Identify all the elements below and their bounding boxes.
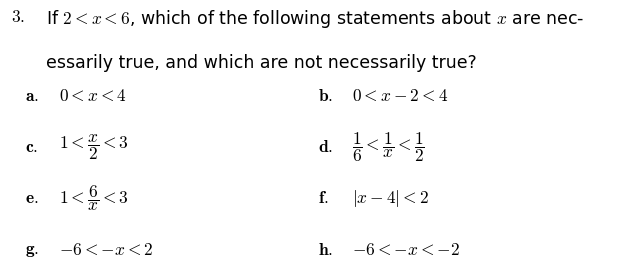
Text: $0 < x - 2 < 4$: $0 < x - 2 < 4$ (352, 87, 448, 105)
Text: $0 < x < 4$: $0 < x < 4$ (59, 87, 126, 105)
Text: If $2 < x < 6$, which of the following statements about $x$ are nec-: If $2 < x < 6$, which of the following s… (46, 8, 584, 30)
Text: $\mathbf{a.\!}$: $\mathbf{a.\!}$ (25, 87, 39, 105)
Text: $\mathbf{c.\!}$: $\mathbf{c.\!}$ (25, 138, 39, 156)
Text: $\mathbf{f.\!}$: $\mathbf{f.\!}$ (318, 190, 329, 207)
Text: $|x - 4| < 2$: $|x - 4| < 2$ (352, 188, 429, 209)
Text: $\mathbf{d.\!}$: $\mathbf{d.\!}$ (318, 138, 334, 156)
Text: $1 < \dfrac{6}{x} < 3$: $1 < \dfrac{6}{x} < 3$ (59, 184, 129, 213)
Text: essarily true, and which are not necessarily true?: essarily true, and which are not necessa… (46, 54, 476, 72)
Text: $\mathbf{h.\!}$: $\mathbf{h.\!}$ (318, 241, 334, 259)
Text: $\dfrac{1}{6} < \dfrac{1}{x} < \dfrac{1}{2}$: $\dfrac{1}{6} < \dfrac{1}{x} < \dfrac{1}… (352, 130, 424, 164)
Text: $-6 < -x < 2$: $-6 < -x < 2$ (59, 241, 153, 259)
Text: $\mathbf{b.\!}$: $\mathbf{b.\!}$ (318, 87, 334, 105)
Text: $\mathbf{3.}$: $\mathbf{3.}$ (11, 8, 25, 26)
Text: $1 < \dfrac{x}{2} < 3$: $1 < \dfrac{x}{2} < 3$ (59, 133, 129, 162)
Text: $\mathbf{g.\!}$: $\mathbf{g.\!}$ (25, 241, 39, 259)
Text: $-6 < -x < -2$: $-6 < -x < -2$ (352, 241, 459, 259)
Text: $\mathbf{e.\!}$: $\mathbf{e.\!}$ (25, 190, 39, 207)
